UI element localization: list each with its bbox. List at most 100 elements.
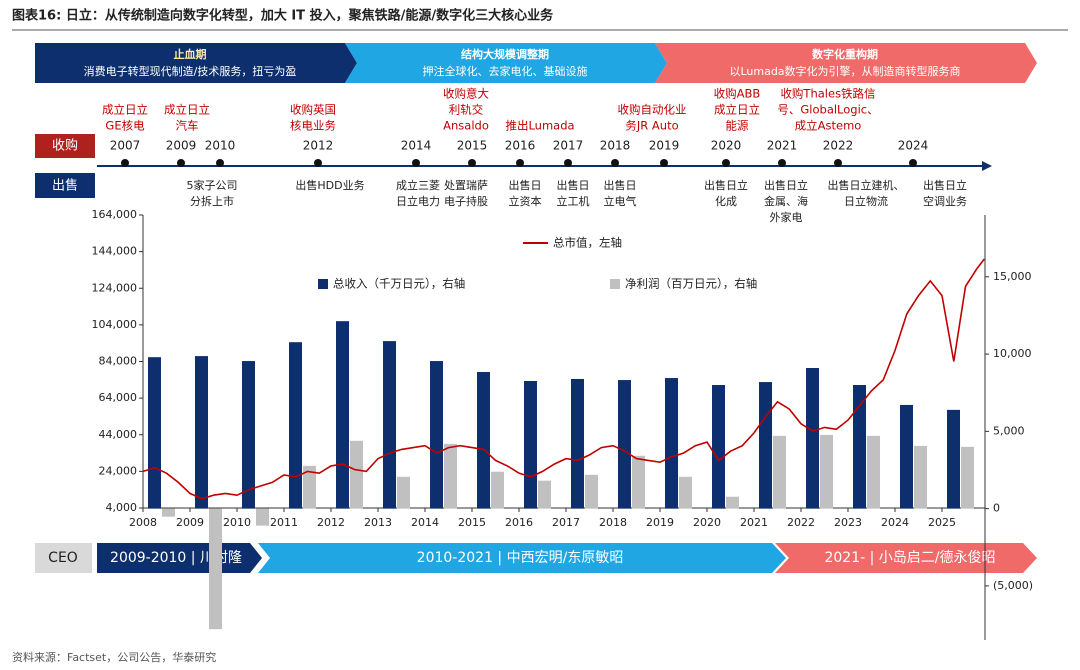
- bar: [759, 382, 772, 509]
- y2-tick-label: 10,000: [993, 347, 1032, 360]
- timeline-arrow: [982, 161, 992, 171]
- legend-swatch: [318, 279, 328, 289]
- sale-text: 出售日立: [764, 178, 808, 192]
- bar: [585, 474, 598, 509]
- y2-tick-label: (5,000): [993, 579, 1033, 592]
- timeline-dot: [611, 159, 619, 167]
- ceo-banner: [775, 543, 1037, 573]
- sale-text: 日立电力: [396, 194, 440, 208]
- sale-text: 出售日: [604, 178, 637, 192]
- acquisition-text: 核电业务: [290, 119, 336, 133]
- phase-banner: [35, 43, 357, 83]
- sale-text: 外家电: [770, 210, 803, 224]
- bar: [618, 380, 631, 509]
- bar: [148, 357, 161, 509]
- y-tick-label: 24,000: [99, 464, 138, 477]
- bar: [900, 404, 913, 509]
- bar: [571, 378, 584, 509]
- bar: [524, 380, 537, 509]
- acquisition-text: 推出Lumada: [505, 119, 574, 133]
- acquisition-text: 收购英国: [290, 103, 336, 117]
- bar: [773, 435, 786, 509]
- y-tick-label: 144,000: [92, 245, 138, 258]
- timeline-year: 2022: [823, 139, 854, 153]
- timeline-dot: [778, 159, 786, 167]
- acquire-tag: [35, 134, 95, 158]
- phase-subtitle: 消费电子转型现代制造/技术服务，扭亏为盈: [84, 64, 297, 78]
- x-tick-label: 2017: [552, 516, 580, 529]
- x-tick-label: 2013: [364, 516, 392, 529]
- timeline-year: 2015: [457, 139, 488, 153]
- timeline-year: 2007: [110, 139, 141, 153]
- sale-text: 处置瑞萨: [444, 178, 488, 192]
- timeline-year: 2019: [649, 139, 680, 153]
- x-tick-label: 2012: [317, 516, 345, 529]
- x-tick-label: 2011: [270, 516, 298, 529]
- x-tick-label: 2010: [223, 516, 251, 529]
- bar: [383, 341, 396, 509]
- y-tick-label: 64,000: [99, 391, 138, 404]
- timeline-year: 2024: [898, 139, 929, 153]
- bar: [538, 480, 551, 509]
- timeline-year: 2009: [166, 139, 197, 153]
- timeline-dot: [468, 159, 476, 167]
- bar: [806, 368, 819, 509]
- x-tick-label: 2022: [787, 516, 815, 529]
- acquisition-text: 务JR Auto: [625, 119, 678, 133]
- bar: [961, 446, 974, 509]
- acquisition-text: 收购意大: [443, 87, 489, 101]
- acquisition-text: 收购Thales铁路信: [780, 87, 875, 101]
- bar: [632, 455, 645, 509]
- x-tick-label: 2015: [458, 516, 486, 529]
- bar: [726, 496, 739, 509]
- ceo-tag: [35, 543, 92, 573]
- bar: [444, 443, 457, 509]
- bar: [350, 440, 363, 509]
- timeline-year: 2020: [711, 139, 742, 153]
- timeline-year: 2010: [205, 139, 236, 153]
- x-tick-label: 2018: [599, 516, 627, 529]
- phase-subtitle: 押注全球化、去家电化、基础设施: [423, 64, 588, 78]
- timeline-dot: [564, 159, 572, 167]
- sale-text: 出售HDD业务: [295, 178, 364, 192]
- timeline-year: 2016: [505, 139, 536, 153]
- legend-label: 总市值，左轴: [553, 236, 622, 250]
- x-tick-label: 2008: [129, 516, 157, 529]
- sale-text: 分拆上市: [190, 194, 234, 208]
- sale-text: 化成: [715, 194, 737, 208]
- acquire-label: 收购: [52, 138, 78, 154]
- phase-banner: [655, 43, 1037, 83]
- sale-text: 成立三菱: [396, 178, 440, 192]
- x-tick-label: 2014: [411, 516, 439, 529]
- sale-text: 立电气: [604, 194, 637, 208]
- acquisition-text: 成立日立: [714, 103, 760, 117]
- y2-tick-label: 5,000: [993, 424, 1025, 437]
- timeline-year: 2018: [600, 139, 631, 153]
- source: 资料来源：Factset，公司公告，华泰研究: [12, 650, 216, 664]
- bar: [242, 361, 255, 509]
- timeline-dot: [121, 159, 129, 167]
- timeline-year: 2014: [401, 139, 432, 153]
- x-tick-label: 2021: [740, 516, 768, 529]
- bar: [491, 471, 504, 509]
- phase-subtitle: 以Lumada数字化为引擎，从制造商转型服务商: [729, 64, 960, 78]
- timeline-dot: [722, 159, 730, 167]
- acquisition-text: Ansaldo: [443, 119, 489, 133]
- bar: [867, 435, 880, 509]
- timeline-dot: [660, 159, 668, 167]
- acquisition-text: 汽车: [176, 119, 199, 133]
- bar: [162, 508, 175, 517]
- bar: [209, 508, 222, 630]
- acquisition-text: 成立日立: [102, 103, 148, 117]
- x-tick-label: 2023: [834, 516, 862, 529]
- legend-label: 净利润（百万日元），右轴: [625, 277, 757, 291]
- bar: [712, 385, 725, 509]
- y-tick-label: 44,000: [99, 428, 138, 441]
- line: [142, 258, 985, 500]
- ceo-banner: [258, 543, 786, 573]
- legend-label: 总收入（千万日元），右轴: [333, 277, 465, 291]
- y2-tick-label: 0: [993, 502, 1000, 515]
- bar: [477, 372, 490, 509]
- x-tick-label: 2016: [505, 516, 533, 529]
